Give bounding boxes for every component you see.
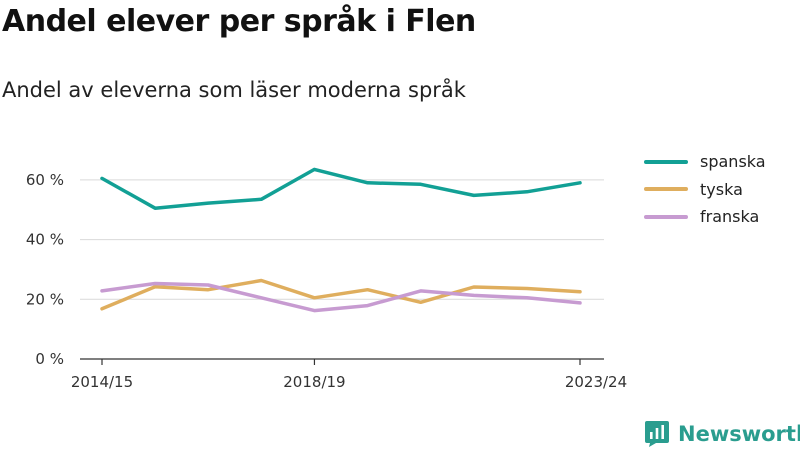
x-tick-label: 2018/19 bbox=[283, 373, 345, 391]
legend-item-spanska: spanska bbox=[644, 148, 766, 176]
brand-name: Newsworthy bbox=[678, 422, 800, 446]
grid-lines bbox=[80, 179, 604, 300]
legend-label-tyska: tyska bbox=[700, 179, 743, 199]
series-line-tyska bbox=[100, 278, 582, 311]
series-lines bbox=[100, 167, 582, 313]
chart-title: Andel elever per språk i Flen bbox=[2, 4, 476, 39]
legend-item-tyska: tyska bbox=[644, 176, 766, 204]
legend: spanska tyska franska bbox=[644, 148, 766, 231]
legend-swatch-spanska bbox=[644, 159, 688, 164]
x-axis-tick-labels: 2014/15 2018/19 2023/24 bbox=[71, 359, 627, 391]
y-tick-label: 0 % bbox=[35, 350, 64, 368]
newsworthy-logo-icon bbox=[645, 421, 669, 447]
legend-item-franska: franska bbox=[644, 203, 766, 231]
chart-subtitle: Andel av eleverna som läser moderna språ… bbox=[2, 78, 466, 102]
y-tick-label: 40 % bbox=[26, 231, 64, 249]
legend-swatch-franska bbox=[644, 214, 688, 219]
legend-label-franska: franska bbox=[700, 207, 760, 227]
x-tick-label: 2014/15 bbox=[71, 373, 133, 391]
brand: Newsworthy bbox=[644, 420, 800, 448]
series-line-franska bbox=[100, 281, 582, 313]
y-tick-label: 20 % bbox=[26, 290, 64, 308]
x-tick-label: 2023/24 bbox=[565, 373, 627, 391]
y-tick-label: 60 % bbox=[26, 171, 64, 189]
legend-swatch-tyska bbox=[644, 187, 688, 192]
y-axis-tick-labels: 0 % 20 % 40 % 60 % bbox=[26, 171, 64, 368]
series-line-spanska bbox=[100, 167, 582, 210]
legend-label-spanska: spanska bbox=[700, 152, 766, 172]
